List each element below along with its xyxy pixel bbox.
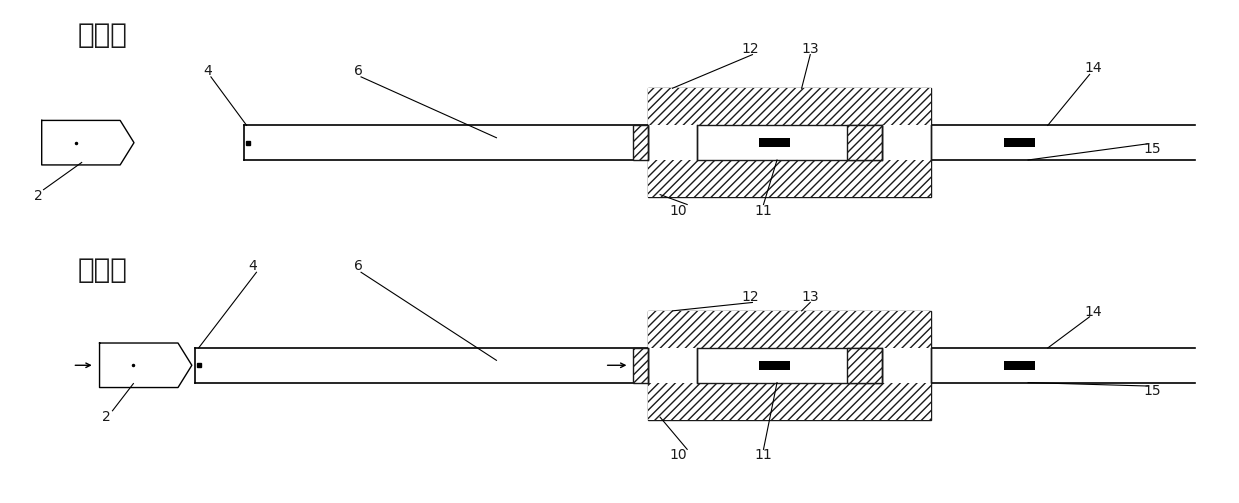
Text: 13: 13 xyxy=(802,42,819,56)
Text: 4: 4 xyxy=(248,260,258,273)
Bar xyxy=(648,383,930,420)
Text: 15: 15 xyxy=(1144,142,1161,155)
Bar xyxy=(648,311,930,420)
Text: 14: 14 xyxy=(1084,61,1103,75)
Text: 撞击前: 撞击前 xyxy=(78,22,128,49)
Text: 2: 2 xyxy=(35,189,43,203)
Bar xyxy=(698,348,882,383)
Bar xyxy=(633,348,648,383)
Bar xyxy=(698,125,882,160)
Text: 12: 12 xyxy=(741,42,758,56)
Text: 6: 6 xyxy=(354,64,363,78)
Bar xyxy=(760,361,790,370)
Text: 6: 6 xyxy=(354,260,363,273)
Text: 10: 10 xyxy=(670,448,688,462)
Text: 撞击后: 撞击后 xyxy=(78,257,128,285)
Bar xyxy=(648,88,930,125)
Bar xyxy=(1004,138,1035,147)
Bar xyxy=(1004,361,1035,370)
Bar xyxy=(648,88,930,197)
Bar xyxy=(633,125,648,160)
Bar xyxy=(648,160,930,197)
Text: 14: 14 xyxy=(1084,305,1103,319)
Bar xyxy=(847,348,882,383)
Text: 2: 2 xyxy=(102,410,110,424)
Text: 10: 10 xyxy=(670,204,688,218)
Bar xyxy=(648,311,930,348)
Text: 12: 12 xyxy=(741,290,758,304)
Text: 4: 4 xyxy=(203,64,212,78)
Text: 11: 11 xyxy=(755,204,772,218)
Text: 11: 11 xyxy=(755,448,772,462)
Bar xyxy=(760,138,790,147)
Text: 15: 15 xyxy=(1144,384,1161,398)
Bar xyxy=(847,125,882,160)
Text: 13: 13 xyxy=(802,290,819,304)
